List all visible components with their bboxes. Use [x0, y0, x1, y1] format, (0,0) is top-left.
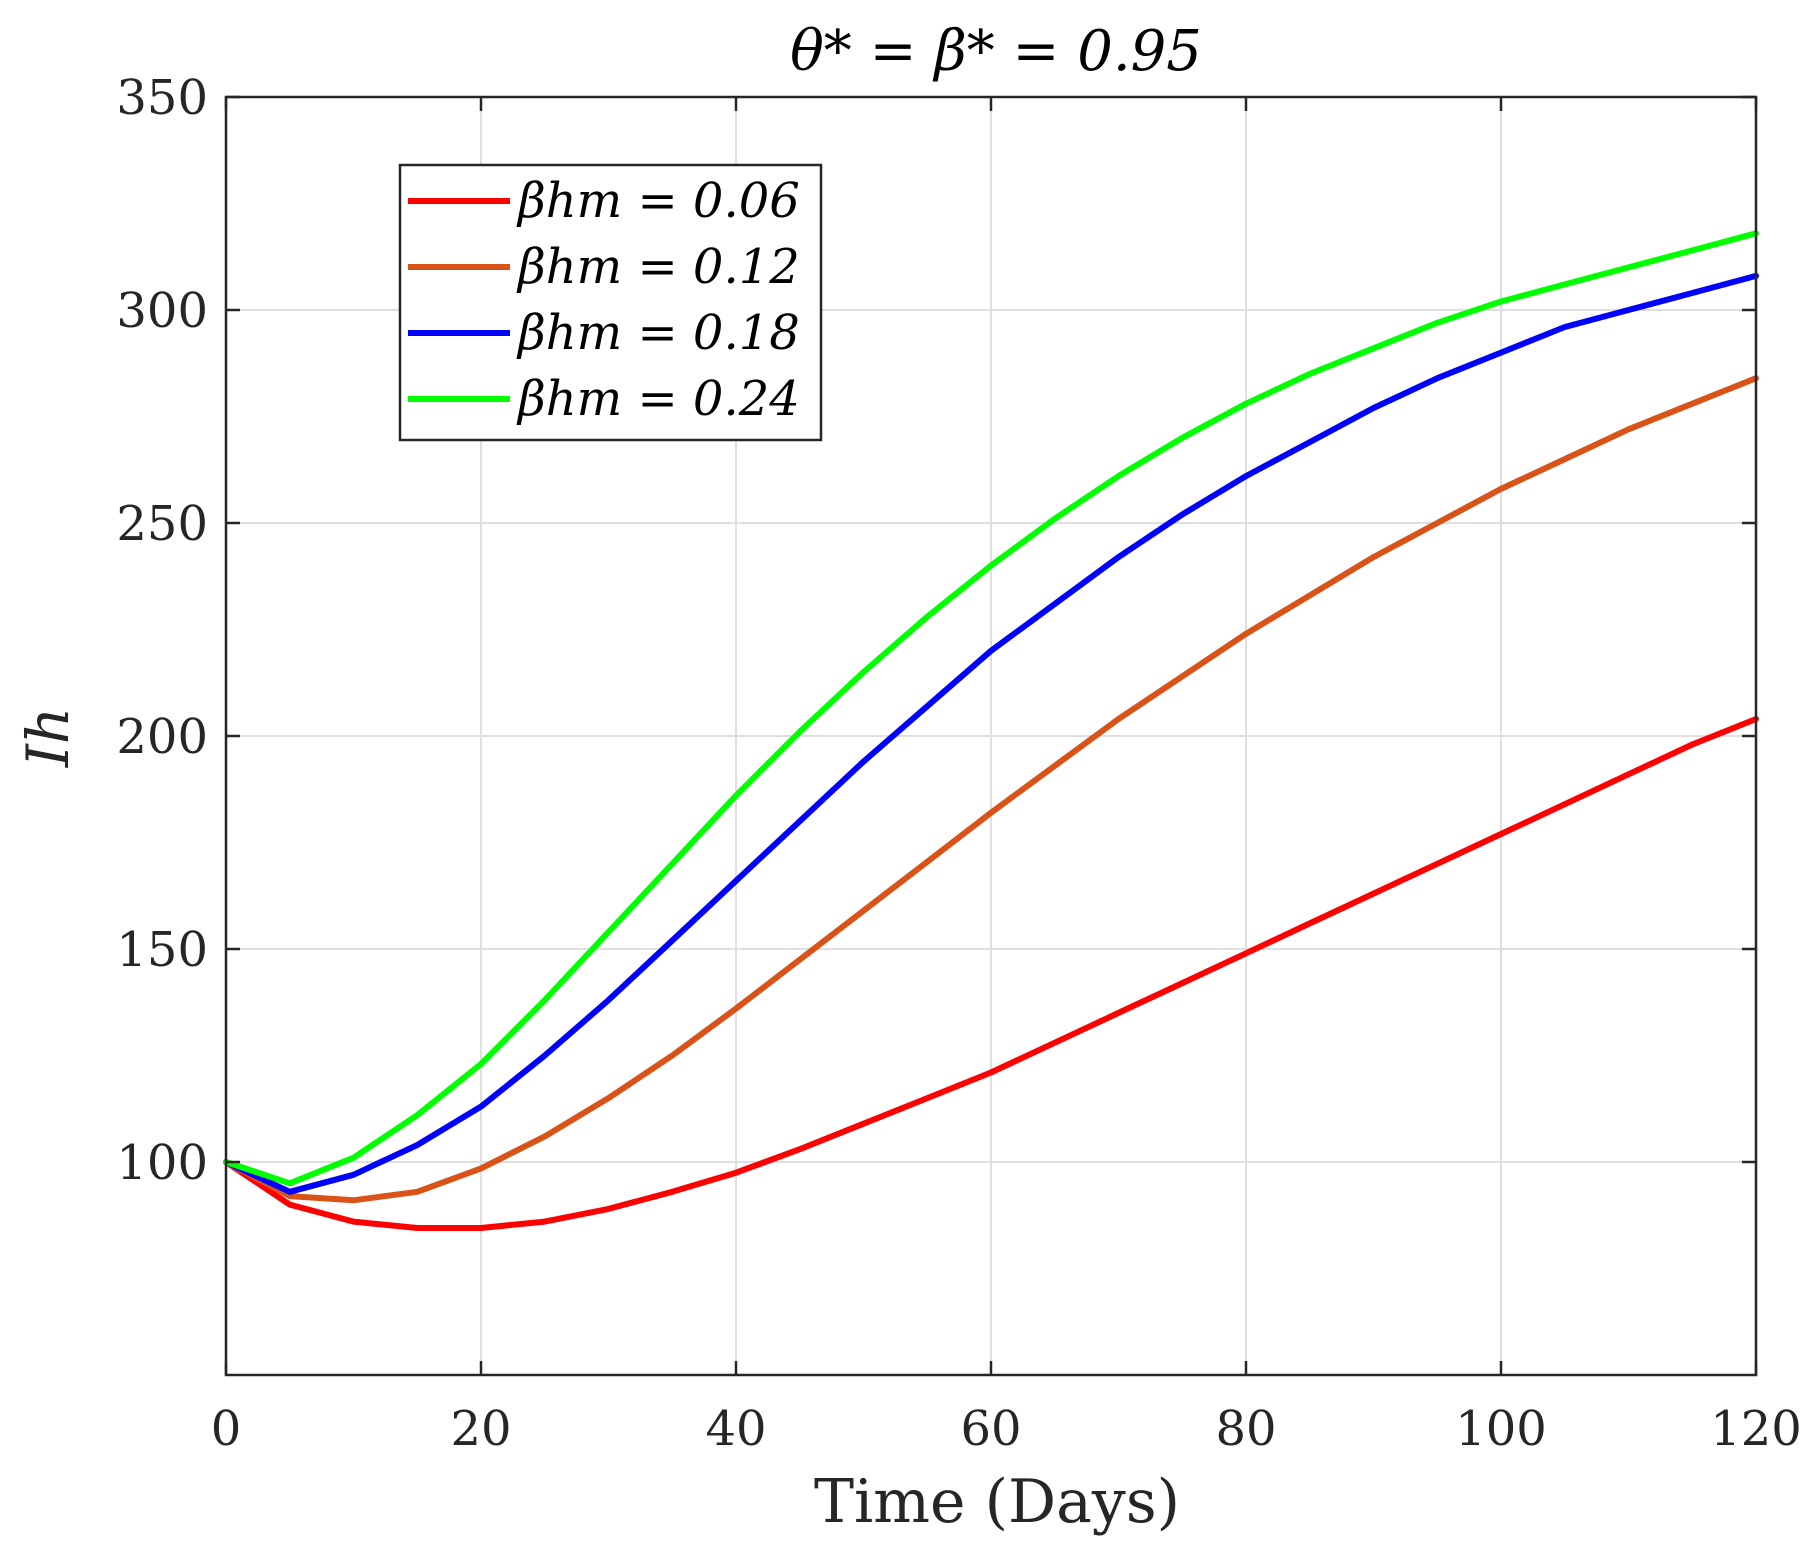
axes [224, 95, 1758, 1377]
x-tick-label: 60 [960, 1401, 1021, 1457]
x-tick-label: 0 [211, 1401, 242, 1457]
series-line-4 [223, 230, 1759, 1187]
x-tick-label: 120 [1710, 1401, 1802, 1457]
x-axis-label: Time (Days) [814, 1467, 1180, 1537]
y-tick-label: 250 [116, 496, 208, 552]
x-tick-label: 40 [705, 1401, 766, 1457]
chart-title: θ* = β* = 0.95 [790, 19, 1202, 84]
y-tick-label: 100 [116, 1135, 208, 1191]
tick-labels: 0 20 40 60 80 100 120 100 150 200 250 300 350 [116, 70, 1801, 1457]
legend-label-3: βhm = 0.18 [516, 305, 800, 361]
legend-label-1: βhm = 0.06 [516, 173, 800, 229]
y-tick-label: 300 [116, 283, 208, 339]
x-tick-label: 20 [450, 1401, 511, 1457]
legend-label-2: βhm = 0.12 [516, 239, 800, 295]
y-tick-label: 200 [116, 709, 208, 765]
y-axis-label: Ih [14, 707, 82, 768]
legend-box [398, 163, 823, 442]
series-line-3 [223, 272, 1759, 1195]
x-tick-label: 100 [1455, 1401, 1547, 1457]
series-line-1 [223, 716, 1759, 1231]
y-tick-label: 350 [116, 70, 208, 126]
y-tick-label: 150 [116, 922, 208, 978]
series-lines [223, 230, 1759, 1231]
legend: βhm = 0.06 βhm = 0.12 βhm = 0.18 βhm = 0.24 [398, 163, 823, 442]
x-tick-label: 80 [1215, 1401, 1276, 1457]
legend-label-4: βhm = 0.24 [516, 371, 800, 427]
series-line-2 [223, 375, 1759, 1204]
